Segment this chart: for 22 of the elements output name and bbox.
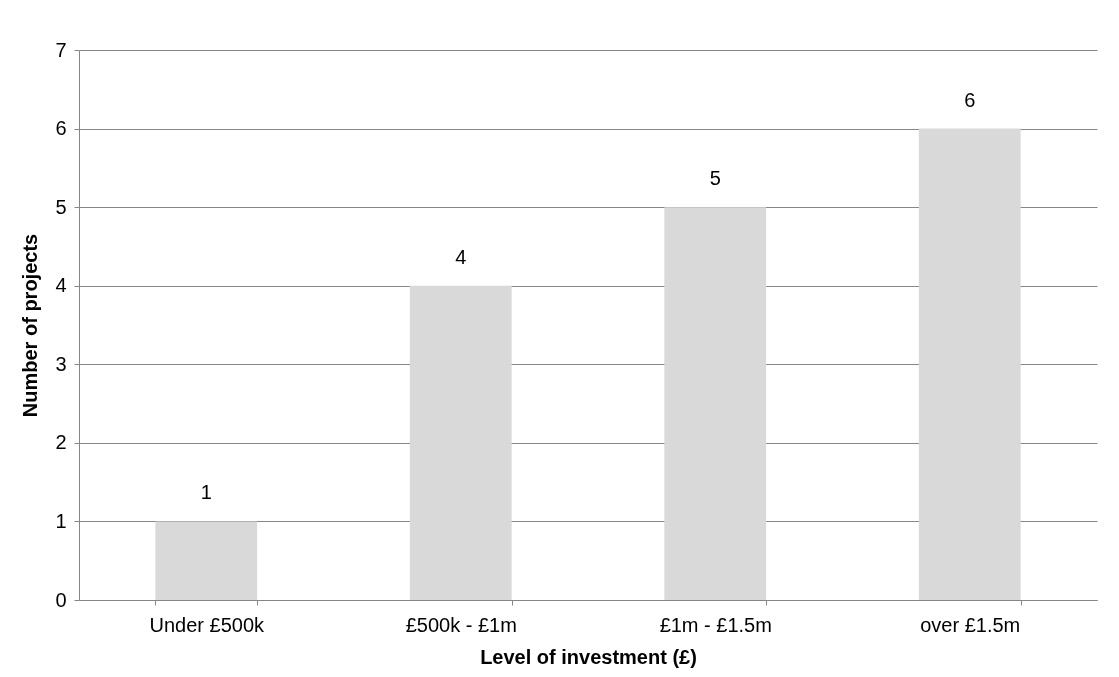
y-tick-label: 1 bbox=[55, 509, 67, 532]
x-tick-label: £500k - £1m bbox=[405, 613, 517, 636]
x-tick-label: Under £500k bbox=[149, 613, 266, 636]
data-label: 1 bbox=[200, 481, 212, 504]
bar bbox=[664, 207, 767, 600]
y-tick-label: 6 bbox=[55, 117, 67, 140]
bar bbox=[918, 128, 1021, 600]
bar bbox=[155, 521, 258, 600]
bar bbox=[409, 285, 512, 600]
y-tick-label: 5 bbox=[55, 195, 67, 218]
y-tick-label: 2 bbox=[55, 431, 67, 454]
x-axis-title: Level of investment (£) bbox=[480, 645, 697, 668]
y-tick-label: 7 bbox=[55, 38, 67, 61]
data-label: 5 bbox=[709, 167, 721, 190]
y-tick-label: 0 bbox=[55, 588, 67, 611]
data-label: 4 bbox=[455, 245, 467, 268]
y-tick-label: 4 bbox=[55, 274, 67, 297]
data-label: 6 bbox=[964, 88, 976, 111]
x-tick-label: £1m - £1.5m bbox=[659, 613, 772, 636]
x-tick-label: over £1.5m bbox=[920, 613, 1021, 636]
y-tick-label: 3 bbox=[55, 352, 67, 375]
y-axis-title: Number of projects bbox=[19, 233, 42, 418]
